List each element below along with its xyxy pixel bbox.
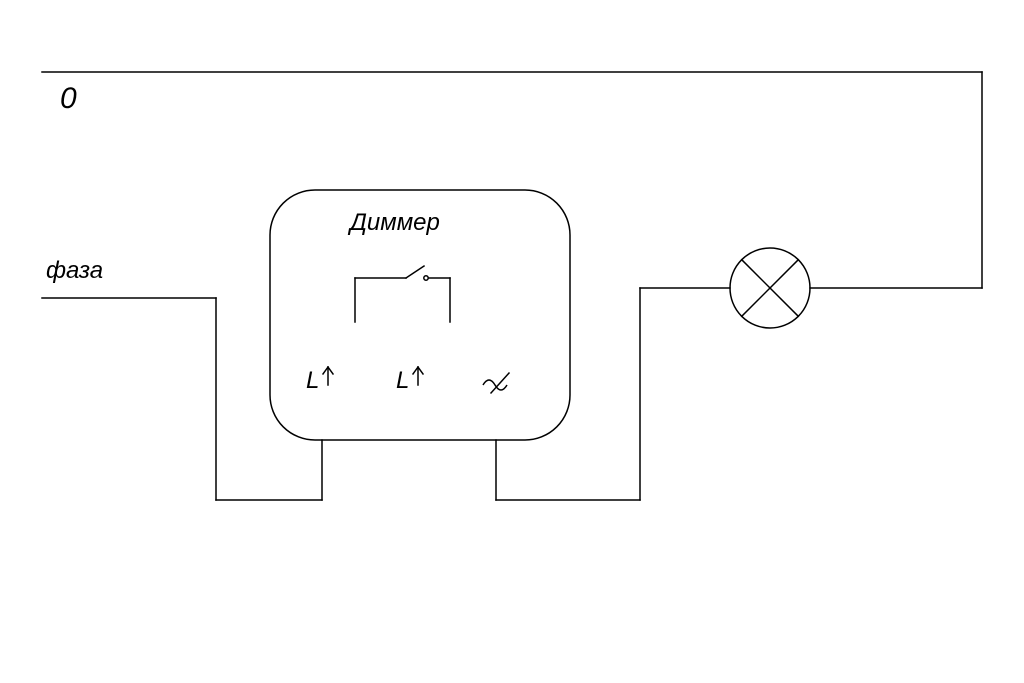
switch-symbol bbox=[355, 266, 450, 322]
svg-text:L: L bbox=[306, 367, 319, 394]
dimmer-wiring-diagram: LL 0 фаза Диммер bbox=[0, 0, 1024, 683]
neutral-label: 0 bbox=[60, 82, 77, 115]
dimmer-terminals: LL bbox=[306, 367, 509, 394]
phase-label: фаза bbox=[46, 257, 103, 284]
dimmer-title: Диммер bbox=[347, 209, 440, 236]
wires bbox=[42, 72, 982, 500]
svg-text:L: L bbox=[396, 367, 409, 394]
lamp-symbol bbox=[730, 248, 810, 328]
